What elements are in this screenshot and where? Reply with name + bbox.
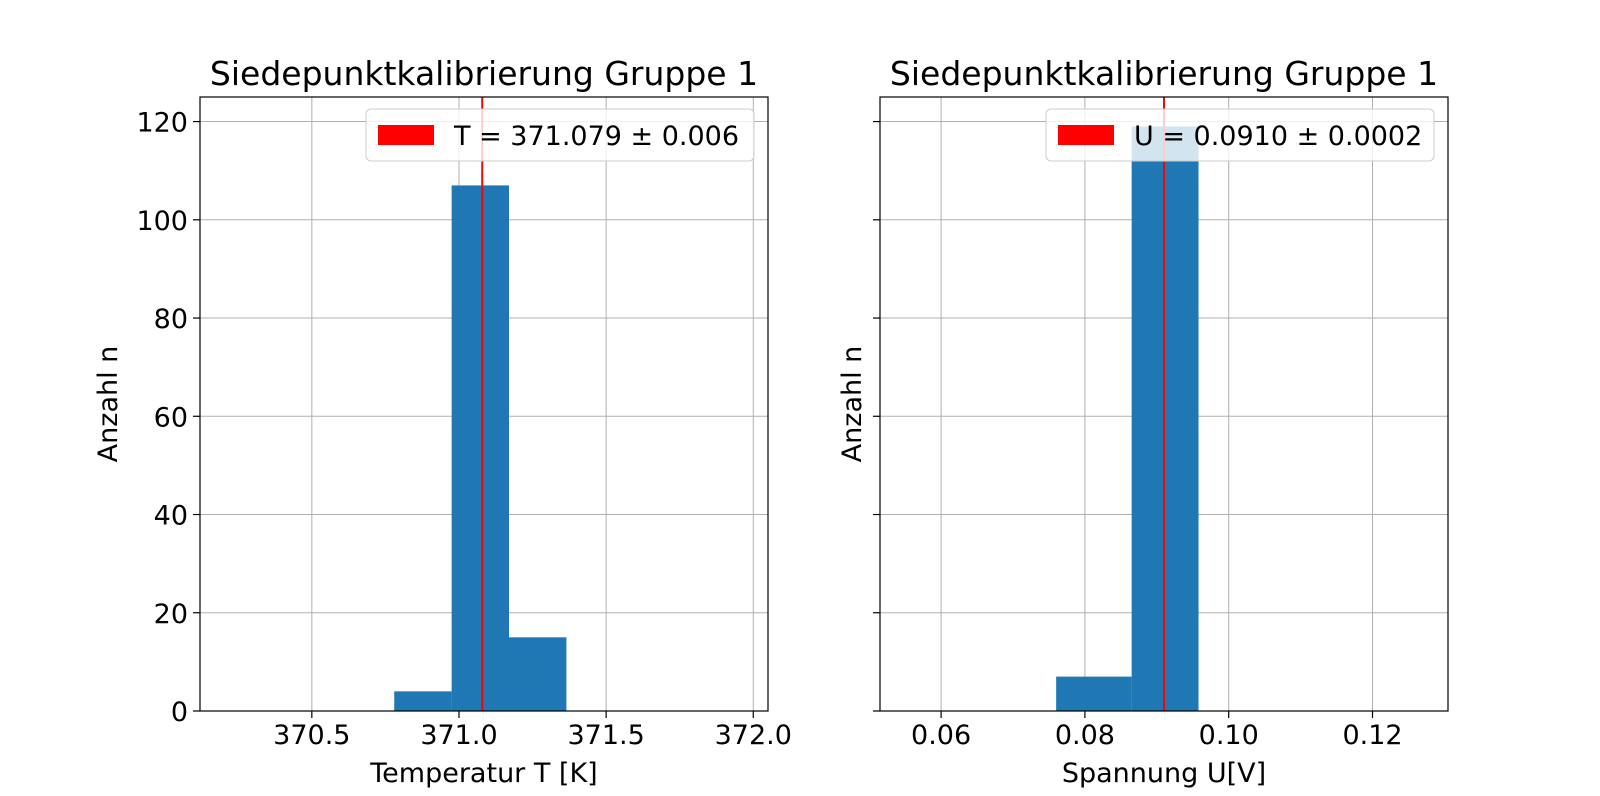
legend: T = 371.079 ± 0.006	[365, 108, 755, 162]
x-tick-label: 370.5	[273, 720, 350, 751]
x-tick-label: 0.06	[911, 720, 971, 751]
y-axis-label: Anzahl n	[93, 346, 124, 463]
legend-label: T = 371.079 ± 0.006	[453, 121, 739, 152]
x-axis-label: Temperatur T [K]	[369, 758, 597, 789]
x-tick-label: 0.10	[1199, 720, 1259, 751]
histogram-bar	[509, 637, 567, 711]
y-tick-label: 80	[154, 304, 188, 335]
legend-swatch	[1058, 125, 1114, 145]
x-tick-label: 0.08	[1055, 720, 1115, 751]
y-tick-label: 120	[136, 108, 188, 139]
histogram-bar	[1056, 676, 1132, 711]
x-tick-label: 372.0	[715, 720, 792, 751]
y-tick-label: 40	[154, 501, 188, 532]
chart-title: Siedepunktkalibrierung Gruppe 1	[210, 54, 758, 93]
voltage-histogram-panel: 0.06 0.08 0.10 0.12 Siedepunktkalibrierung G…	[837, 54, 1449, 789]
histogram-bar	[394, 691, 452, 711]
x-tick-label: 0.12	[1342, 720, 1402, 751]
histogram-bar	[1131, 126, 1199, 712]
x-tick-label: 371.0	[420, 720, 497, 751]
legend-label: U = 0.0910 ± 0.0002	[1134, 121, 1422, 152]
y-axis-label: Anzahl n	[837, 346, 868, 463]
x-axis-label: Spannung U[V]	[1062, 758, 1266, 789]
y-tick-label: 20	[154, 599, 188, 630]
temperature-histogram-panel: 370.5 371.0 371.5 372.0 0 20 40 60 80 100 120 Siede…	[93, 54, 792, 789]
axes-frame	[199, 96, 769, 712]
chart-title: Siedepunktkalibrierung Gruppe 1	[890, 54, 1438, 93]
y-tick-label: 100	[136, 206, 188, 237]
y-tick-label: 0	[171, 697, 188, 728]
y-tick-label: 60	[154, 402, 188, 433]
axes-frame	[879, 96, 1449, 712]
legend-box	[365, 108, 755, 162]
legend-swatch	[378, 125, 434, 145]
legend: U = 0.0910 ± 0.0002	[1045, 108, 1435, 162]
histogram-bar	[451, 185, 510, 711]
x-tick-label: 371.5	[567, 720, 644, 751]
legend-box	[1045, 108, 1435, 162]
